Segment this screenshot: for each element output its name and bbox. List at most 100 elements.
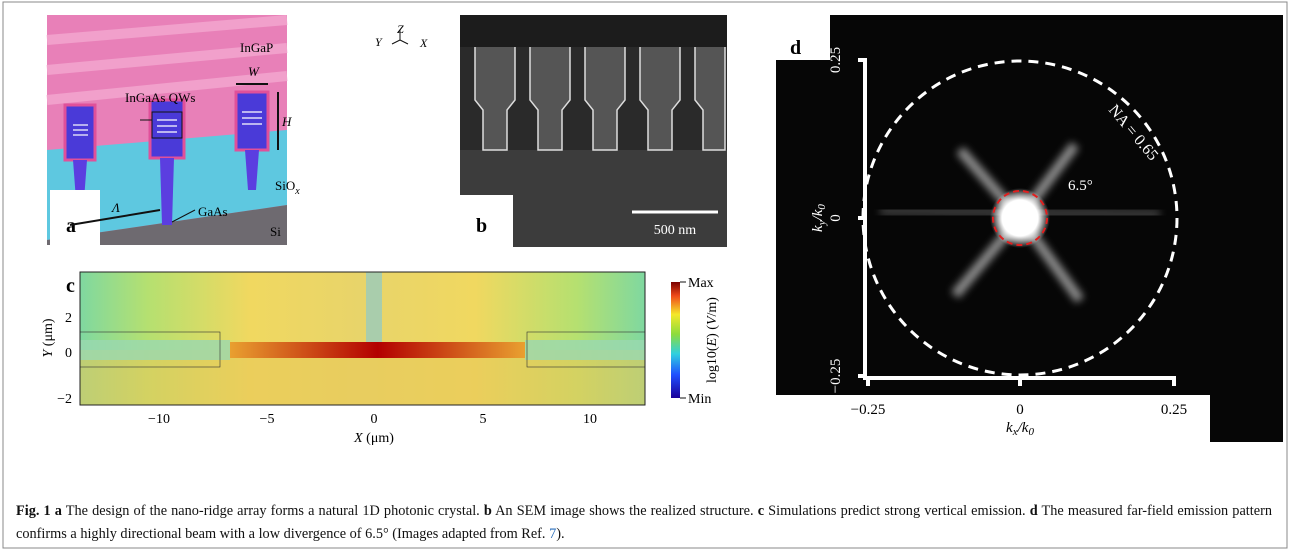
caption-figure: Fig. 1 [16, 503, 51, 519]
caption-text: An SEM image shows the realized structur… [491, 503, 758, 519]
y-axis-label: k [810, 225, 826, 232]
caption-reference[interactable]: 7 [549, 526, 557, 542]
panel-a-rect [50, 190, 100, 245]
panel-a-g [46, 15, 288, 105]
panel-a-g-rect [63, 103, 97, 162]
colorbar [671, 282, 680, 398]
panel-d-g: −0.25 0 0.25 kx/k0 [851, 402, 1187, 438]
y-axis-label: (μm) [41, 318, 56, 350]
panel-a-g-line [46, 71, 288, 105]
scale-bar-label: 500 nm [654, 223, 697, 238]
panel-b-g-path [529, 44, 571, 151]
y-tick-label: −2 [57, 392, 72, 407]
panel-b-rect [460, 195, 513, 247]
panel-a: a InGaAs QWs W H InGaP Y Z X Λ GaAs SiOx… [46, 15, 428, 245]
x-tick-label: 0.25 [1161, 402, 1187, 418]
panel-a-g-polygon [245, 150, 259, 190]
panel-a-g-line [399, 39, 409, 45]
panel-c-rect [366, 272, 382, 342]
panel-c-rect [79, 271, 646, 406]
panel-c-rect [230, 342, 525, 358]
x-tick-label: −5 [260, 412, 275, 427]
panel-label: a [66, 215, 76, 237]
annotation: Si [270, 224, 281, 239]
y-axis-label: Y (μm) [41, 318, 56, 357]
panel-d-rect [776, 15, 830, 60]
panel-a-rect [151, 111, 183, 139]
y-axis-label: 0 [816, 204, 828, 210]
panel-c-rect [525, 340, 645, 360]
annotation: H [281, 114, 292, 129]
y-tick-label: 0 [65, 346, 72, 361]
panel-a-g-rect [234, 90, 270, 152]
y-tick-label: 0 [828, 214, 844, 222]
y-axis-label: Y [41, 348, 56, 358]
annotation: Y [375, 35, 383, 49]
caption-panel: d [1029, 503, 1038, 519]
panel-a-g-polygon [160, 158, 174, 225]
panel-a-g-rect [148, 98, 186, 160]
panel-b-g-path [639, 44, 681, 151]
caption-panel: a [54, 503, 62, 519]
panel-a-g-line [391, 39, 401, 45]
colorbar-label: E [705, 337, 720, 347]
panel-d: d 0.25 0 −0.25 NA = 0.65 6.5° ky/k0 −0.2… [776, 15, 1283, 442]
y-tick-label: 2 [65, 311, 72, 326]
caption-panel: c [757, 503, 765, 519]
panel-b-g-path [584, 44, 626, 151]
x-axis-label: kx/k0 [1006, 420, 1034, 438]
panel-a-g [391, 30, 409, 45]
panel-b-g [474, 44, 726, 151]
c-ticks: −10 −5 0 5 10 2 0 −2 [57, 311, 597, 427]
panel-b: b 500 nm [460, 15, 727, 247]
panel-a-line [171, 209, 196, 223]
y-axis-label: y [816, 220, 828, 226]
caption-panel: b [483, 503, 492, 519]
panel-a-g-line [46, 43, 288, 75]
x-tick-label: 0 [1016, 402, 1024, 418]
colorbar-min: Min [688, 392, 711, 407]
colorbar-label: /m) [705, 297, 720, 317]
annotation: Z [397, 22, 404, 36]
colorbar-label: log10( [705, 346, 720, 383]
annotation: W [248, 64, 260, 79]
y-tick-label: −0.25 [828, 359, 844, 394]
annotation: InGaAs QWs [125, 90, 195, 105]
panel-d-g [858, 58, 1176, 386]
colorbar-label: ) ( [705, 325, 720, 338]
x-tick-label: −10 [148, 412, 170, 427]
panel-a-line [69, 209, 161, 226]
annotation: Λ [110, 200, 120, 215]
caption-text: ). [556, 526, 565, 542]
panel-b-g-path [474, 44, 516, 151]
panel-label: b [476, 215, 487, 237]
x-tick-label: 0 [371, 412, 378, 427]
annotation: x [294, 186, 300, 197]
panel-d-circle [990, 188, 1050, 248]
panel-label: c [66, 275, 75, 297]
panel-c-rect [80, 340, 230, 360]
x-axis-label: (μm) [363, 431, 395, 446]
x-axis-label: X [353, 431, 363, 446]
annotation: GaAs [198, 204, 228, 219]
caption: Fig. 1 a The design of the nano-ridge ar… [16, 500, 1272, 546]
annotation: InGaP [240, 40, 273, 55]
panel-a-g [63, 90, 270, 162]
colorbar-label: log10(E) (V/m) [705, 297, 720, 383]
x-tick-label: 10 [583, 412, 597, 427]
panel-b-rect [460, 15, 727, 47]
x-axis-label: 0 [1028, 426, 1034, 438]
annotation: SiOx [275, 178, 300, 197]
x-axis-label: X (μm) [353, 431, 394, 446]
panel-d-rect [776, 395, 1210, 442]
divergence-label: 6.5° [1068, 178, 1093, 194]
panel-c: c −10 −5 0 5 10 2 0 −2 X (μm) Y (μm) Max… [41, 271, 720, 446]
y-tick-label: 0.25 [828, 47, 844, 73]
panel-a-g [73, 111, 262, 136]
colorbar-max: Max [688, 276, 714, 291]
x-axis-label: x [1012, 426, 1018, 438]
x-axis-label: k [1006, 420, 1013, 436]
